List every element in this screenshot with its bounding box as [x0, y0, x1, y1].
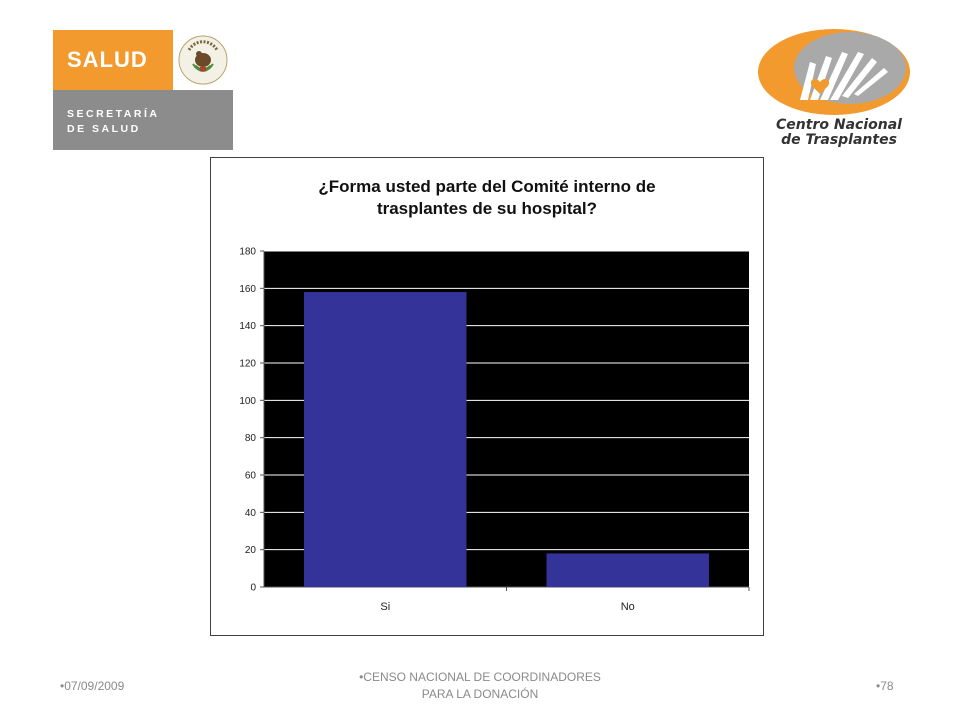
chart-title: ¿Forma usted parte del Comité interno de…: [318, 177, 656, 218]
y-tick-label: 180: [239, 247, 256, 258]
salud-logo-subtitle: SECRETARÍA DE SALUD: [67, 108, 160, 135]
footer-bullet: •: [359, 670, 364, 684]
y-tick-label: 0: [250, 583, 256, 594]
footer-title: •CENSO NACIONAL DE COORDINADORES PARA LA…: [330, 669, 630, 703]
footer-bullet: •: [876, 679, 881, 693]
y-tick-label: 40: [245, 508, 257, 519]
x-tick-label: No: [621, 601, 635, 613]
y-tick-label: 160: [239, 284, 256, 295]
footer-date-text: 07/09/2009: [64, 679, 125, 693]
bar-chart: 0 20 40 60 80 100 120 140 160 180 Si No: [239, 247, 750, 613]
salud-logo-wordmark: SALUD: [67, 47, 148, 72]
y-tick-label: 60: [245, 471, 257, 482]
footer-page-text: 78: [880, 679, 894, 693]
mexico-seal-icon: [173, 30, 233, 90]
bar-no: [546, 553, 709, 587]
salud-logo-grey-block: [53, 90, 233, 150]
salud-logo-orange-block: [53, 30, 173, 90]
footer-date: •07/09/2009: [60, 679, 124, 693]
cenatra-logo-wordmark: Centro Nacional de Trasplantes: [776, 117, 902, 148]
footer-bullet: •: [60, 679, 65, 693]
bar-si: [304, 292, 467, 587]
cenatra-hands-icon: [758, 29, 910, 115]
footer-title-text: CENSO NACIONAL DE COORDINADORES PARA LA …: [363, 670, 601, 701]
salud-logo: SALUD SECRETARÍA DE SALUD: [53, 30, 233, 150]
y-tick-label: 140: [239, 321, 256, 332]
y-tick-label: 80: [245, 433, 257, 444]
y-tick-label: 120: [239, 359, 256, 370]
y-tick-label: 20: [245, 545, 257, 556]
x-tick-label: Si: [380, 601, 390, 613]
footer-page-number: •78: [876, 679, 894, 693]
y-tick-label: 100: [239, 396, 256, 407]
chart-frame: ¿Forma usted parte del Comité interno de…: [210, 157, 764, 636]
cenatra-logo: Centro Nacional de Trasplantes: [750, 22, 915, 154]
